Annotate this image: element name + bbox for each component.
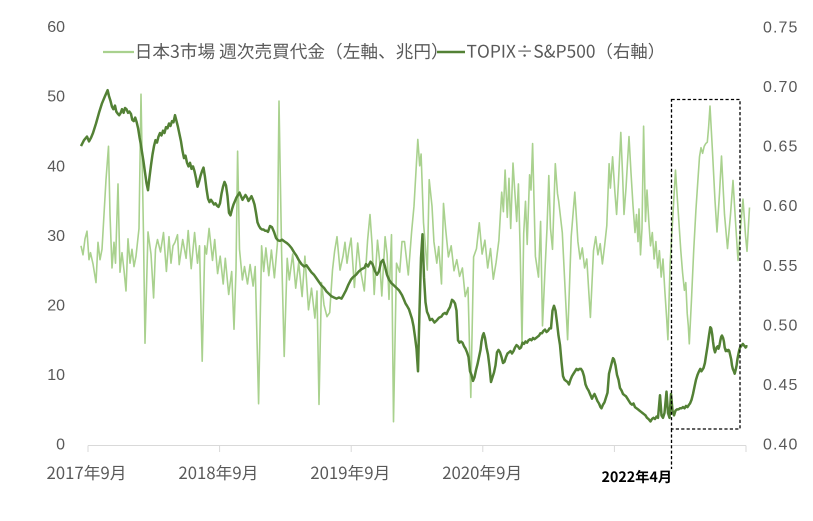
svg-text:0.65: 0.65: [763, 139, 799, 156]
svg-text:0.75: 0.75: [763, 20, 799, 37]
svg-text:20: 20: [47, 297, 65, 314]
svg-text:0.50: 0.50: [763, 317, 799, 334]
svg-text:50: 50: [47, 89, 65, 106]
svg-text:0.55: 0.55: [763, 258, 799, 275]
svg-text:30: 30: [47, 228, 65, 245]
svg-text:40: 40: [47, 158, 65, 175]
svg-text:0.45: 0.45: [763, 377, 799, 394]
svg-text:0.40: 0.40: [763, 437, 799, 454]
svg-text:0.60: 0.60: [763, 198, 799, 215]
svg-text:10: 10: [47, 367, 65, 384]
svg-text:60: 60: [47, 19, 65, 36]
svg-text:0: 0: [56, 437, 65, 454]
svg-text:0.70: 0.70: [763, 79, 799, 96]
